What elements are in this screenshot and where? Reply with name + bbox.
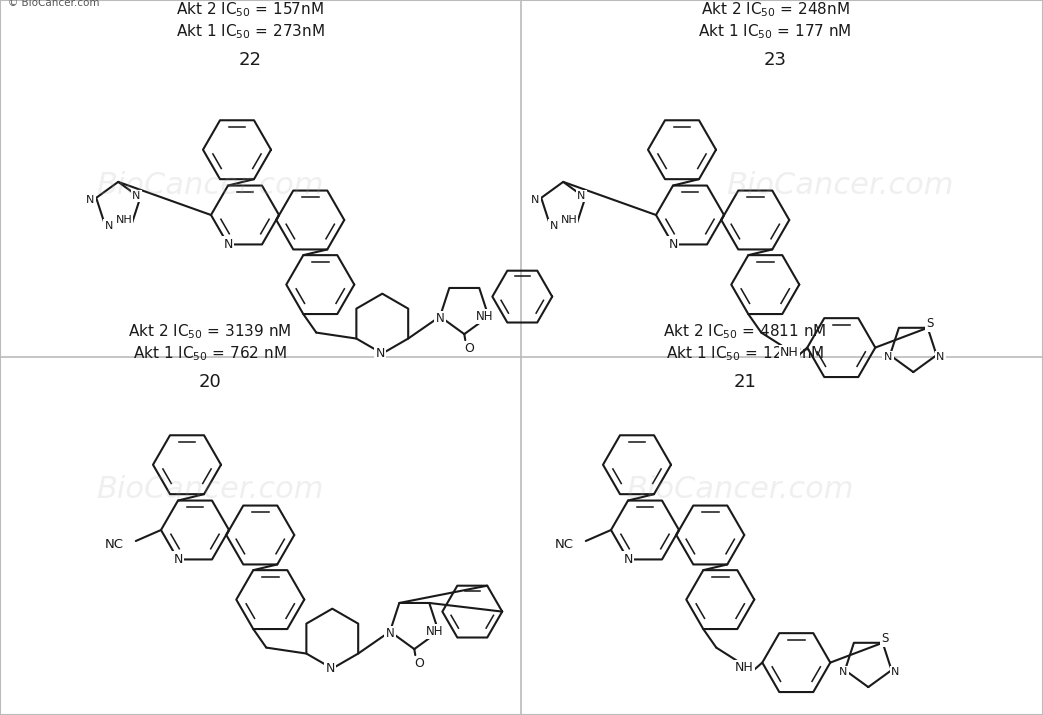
Text: Akt 2 IC$_{50}$ = 4811 nM: Akt 2 IC$_{50}$ = 4811 nM (663, 322, 827, 341)
Text: N: N (669, 238, 678, 251)
Text: N: N (892, 667, 900, 677)
Text: BioCancer.com: BioCancer.com (626, 475, 854, 505)
Text: NH: NH (116, 214, 132, 225)
Text: N: N (436, 312, 444, 325)
Text: N: N (375, 347, 385, 360)
Text: Akt 1 IC$_{50}$ = 273nM: Akt 1 IC$_{50}$ = 273nM (175, 23, 324, 41)
Text: BioCancer.com: BioCancer.com (726, 170, 953, 199)
Text: BioCancer.com: BioCancer.com (96, 475, 323, 505)
Text: N: N (173, 553, 183, 566)
Text: Akt 1 IC$_{50}$ = 1288nM: Akt 1 IC$_{50}$ = 1288nM (665, 345, 824, 363)
Text: N: N (577, 191, 585, 201)
Text: NH: NH (560, 214, 577, 225)
Text: NC: NC (104, 538, 123, 551)
Text: BioCancer.com: BioCancer.com (96, 170, 323, 199)
Text: 20: 20 (198, 373, 221, 391)
Text: O: O (464, 342, 475, 355)
Text: N: N (223, 238, 233, 251)
Text: 23: 23 (763, 51, 786, 69)
Text: O: O (414, 656, 425, 670)
Text: N: N (883, 352, 892, 363)
Text: N: N (531, 195, 539, 205)
Text: Akt 1 IC$_{50}$ = 762 nM: Akt 1 IC$_{50}$ = 762 nM (134, 345, 287, 363)
Text: N: N (86, 195, 95, 205)
Text: S: S (926, 317, 933, 330)
Text: 22: 22 (239, 51, 262, 69)
Text: Akt 1 IC$_{50}$ = 177 nM: Akt 1 IC$_{50}$ = 177 nM (698, 23, 852, 41)
Text: N: N (839, 667, 847, 677)
Text: Akt 2 IC$_{50}$ = 248nM: Akt 2 IC$_{50}$ = 248nM (701, 1, 849, 19)
Text: Akt 2 IC$_{50}$ = 3139 nM: Akt 2 IC$_{50}$ = 3139 nM (128, 322, 292, 341)
Text: S: S (881, 632, 889, 646)
Text: NH: NH (476, 310, 493, 323)
Text: N: N (937, 352, 945, 363)
Text: N: N (132, 191, 141, 201)
Text: © BioCancer.com: © BioCancer.com (8, 0, 99, 8)
Text: N: N (104, 221, 113, 231)
Text: NH: NH (426, 625, 443, 638)
Text: NH: NH (780, 346, 799, 359)
Text: 21: 21 (733, 373, 756, 391)
Text: NH: NH (735, 661, 754, 674)
Text: Akt 2 IC$_{50}$ = 157nM: Akt 2 IC$_{50}$ = 157nM (176, 1, 324, 19)
Text: N: N (550, 221, 558, 231)
Text: N: N (624, 553, 633, 566)
Text: N: N (386, 627, 394, 640)
Text: N: N (325, 662, 335, 675)
Text: NC: NC (554, 538, 574, 551)
